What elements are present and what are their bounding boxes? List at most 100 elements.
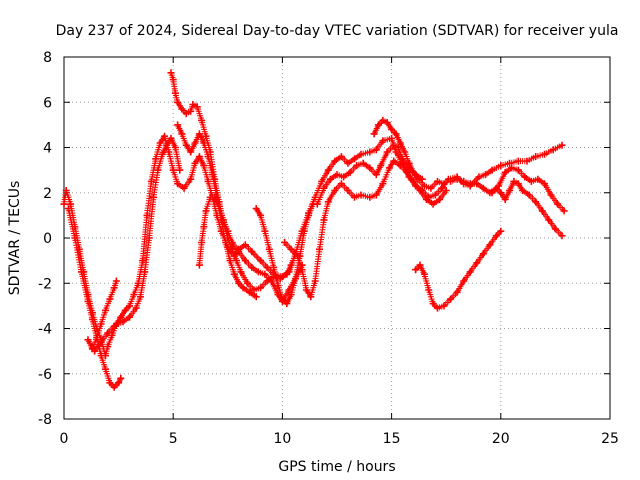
x-tick-label: 5 [169, 431, 178, 447]
data-point [283, 270, 291, 278]
data-point [84, 336, 92, 344]
data-point [532, 198, 540, 206]
data-point [307, 293, 315, 301]
data-point [97, 320, 105, 328]
y-tick-label: 2 [43, 186, 52, 202]
y-tick-label: -2 [38, 276, 52, 292]
data-point [250, 286, 258, 294]
data-point [106, 379, 114, 387]
data-point [230, 270, 238, 278]
data-point [440, 180, 448, 188]
data-point [178, 105, 186, 113]
data-point [420, 270, 428, 278]
data-point [497, 189, 505, 197]
data-point [541, 180, 548, 188]
data-point [434, 304, 441, 312]
data-point [130, 291, 138, 299]
x-axis-label: GPS time / hours [278, 459, 395, 475]
data-point [195, 153, 203, 161]
y-tick-label: -6 [38, 367, 52, 383]
data-point [558, 232, 566, 240]
data-point [171, 89, 179, 97]
axis-ticks: 0 5 10 15 20 25 -8 -6 -4 -2 0 2 4 6 8 [38, 50, 619, 447]
data-point [416, 187, 424, 194]
data-point [67, 200, 75, 208]
data-point [294, 252, 302, 260]
data-point [318, 177, 326, 185]
data-point [508, 164, 516, 172]
data-point [305, 211, 313, 219]
data-point [405, 159, 413, 167]
data-point [486, 241, 494, 249]
data-point [331, 187, 339, 194]
data-point [97, 352, 105, 360]
data-point [479, 250, 487, 258]
data-point [189, 101, 197, 108]
data-point [215, 202, 223, 210]
data-point [62, 187, 70, 194]
data-point [538, 207, 546, 215]
data-point [298, 266, 306, 274]
data-point [510, 177, 518, 185]
series-marker-band [91, 135, 183, 355]
data-point [88, 315, 96, 323]
data-point [383, 119, 391, 127]
data-point [261, 270, 269, 278]
data-point [257, 211, 265, 219]
data-point [372, 191, 380, 199]
data-point [219, 216, 227, 224]
data-point [182, 110, 190, 118]
data-point [60, 200, 68, 208]
series-arc-12 [412, 227, 505, 312]
data-point [180, 184, 188, 192]
series-arc-10 [313, 141, 426, 208]
series-arc-11 [370, 116, 448, 192]
data-point [244, 279, 251, 287]
data-point [187, 148, 195, 156]
data-point [392, 130, 400, 138]
series-arc-2 [64, 205, 125, 391]
data-point [141, 268, 149, 276]
data-point [366, 193, 374, 201]
data-point [497, 227, 505, 235]
data-point [453, 175, 461, 183]
data-point [370, 130, 378, 138]
data-point [390, 157, 398, 165]
data-point [473, 259, 481, 267]
data-point [420, 182, 428, 190]
data-point [182, 141, 190, 149]
series-arc-13 [447, 175, 566, 240]
y-tick-label: 4 [43, 141, 52, 157]
data-point [93, 334, 101, 342]
data-point [488, 189, 496, 197]
data-point [287, 261, 295, 269]
series-arc-6 [174, 121, 260, 301]
data-point [324, 166, 332, 174]
data-point [228, 239, 236, 246]
data-point [241, 257, 249, 265]
series-arc-4 [91, 134, 184, 355]
data-point [320, 184, 328, 192]
data-point [514, 166, 522, 174]
y-tick-label: -4 [38, 322, 52, 338]
data-point [558, 141, 566, 149]
data-point [473, 180, 481, 188]
data-point [263, 263, 271, 271]
data-point [351, 155, 358, 163]
data-point [525, 191, 533, 199]
data-point [357, 191, 365, 199]
data-point [440, 302, 448, 310]
data-point [414, 175, 422, 183]
data-point [311, 277, 319, 285]
data-point [200, 162, 208, 170]
data-point [447, 177, 455, 185]
data-point [191, 139, 199, 147]
data-point [425, 286, 433, 294]
data-point [110, 383, 118, 391]
data-point [237, 268, 245, 276]
data-point [224, 227, 232, 235]
data-point [366, 148, 374, 156]
data-point [174, 121, 182, 129]
data-point [331, 157, 339, 165]
data-point [429, 300, 437, 308]
